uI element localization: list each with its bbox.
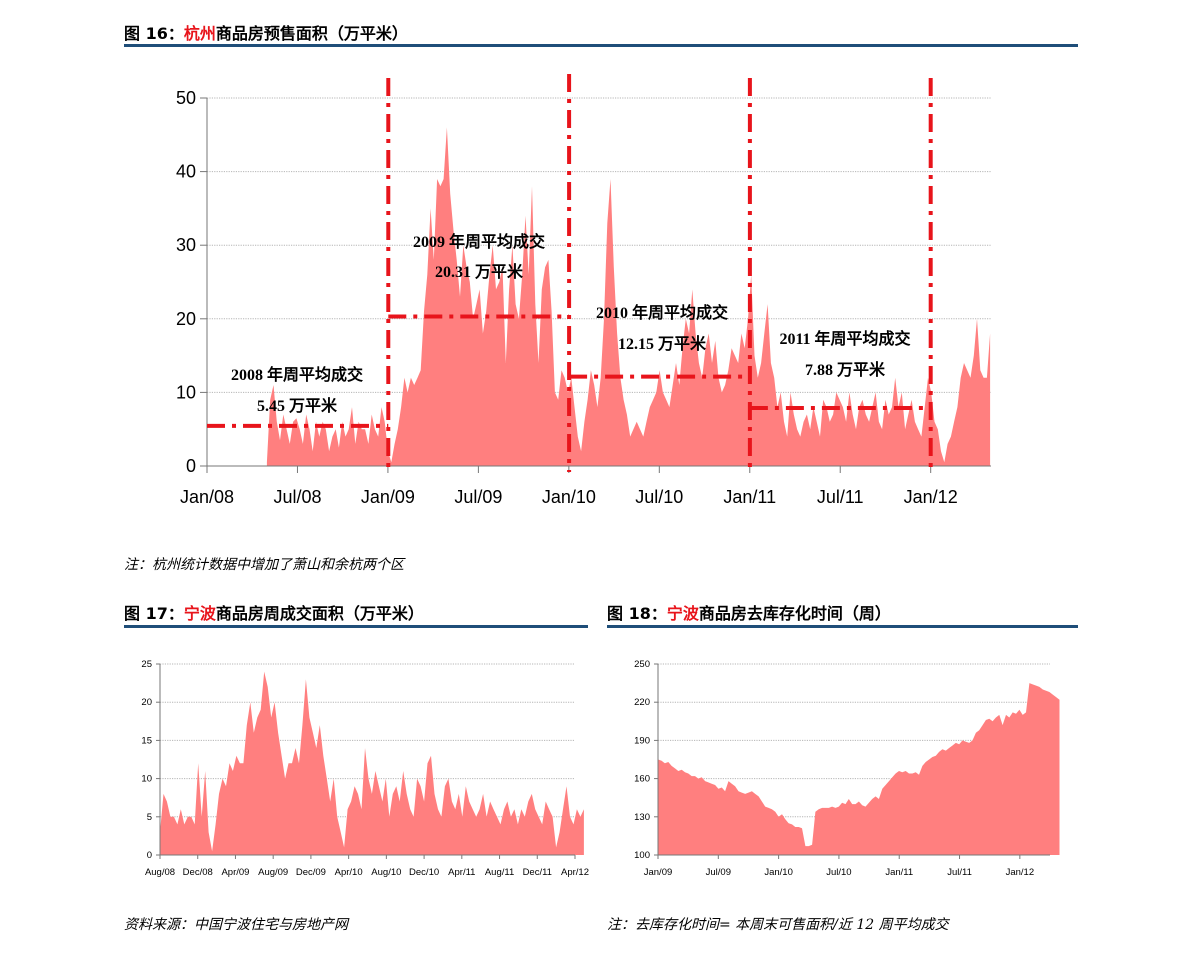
x-tick-label: Jul/09 (706, 867, 731, 878)
fig17-source: 资料来源：中国宁波住宅与房地产网 (124, 917, 348, 933)
y-tick-label: 130 (634, 812, 650, 823)
y-tick-label: 250 (634, 659, 650, 670)
x-tick-label: Apr/12 (561, 867, 589, 878)
x-tick-label: Aug/10 (371, 867, 401, 878)
fig17-title: 图 17：宁波商品房周成交面积（万平米） (124, 600, 424, 624)
y-tick-label: 220 (634, 697, 650, 708)
fig18-title-prefix: 图 18： (607, 604, 667, 623)
fig16-title-suffix: 商品房预售面积（万平米） (215, 24, 408, 43)
x-tick-label: Jan/11 (723, 487, 776, 507)
fig18-title: 图 18：宁波商品房去库存化时间（周） (607, 600, 891, 624)
y-tick-label: 100 (634, 850, 650, 861)
area-series (658, 683, 1060, 855)
y-tick-label: 50 (176, 88, 196, 108)
fig16-title-rule (124, 44, 1078, 47)
period-label-line2: 20.31 万平米 (435, 262, 524, 281)
period-label-line1: 2009 年周平均成交 (413, 232, 545, 251)
x-tick-label: Dec/08 (183, 867, 213, 878)
x-tick-label: Jul/10 (826, 867, 851, 878)
y-tick-label: 25 (141, 659, 152, 670)
x-tick-label: Aug/09 (258, 867, 288, 878)
fig18-title-suffix: 商品房去库存化时间（周） (698, 604, 891, 623)
x-tick-label: Jul/10 (635, 487, 683, 507)
area-series (160, 671, 584, 855)
y-tick-label: 0 (147, 850, 152, 861)
period-label-line1: 2010 年周平均成交 (596, 303, 728, 322)
y-tick-label: 5 (147, 812, 152, 823)
x-tick-label: Jan/10 (764, 867, 793, 878)
fig16-title-prefix: 图 16： (124, 24, 184, 43)
fig17-title-suffix: 商品房周成交面积（万平米） (215, 604, 424, 623)
x-tick-label: Jan/12 (904, 487, 958, 507)
period-label-line2: 7.88 万平米 (805, 360, 886, 379)
fig18-title-rule (607, 625, 1078, 628)
period-label-line1: 2011 年周平均成交 (779, 329, 910, 348)
fig18-note: 注：去库存化时间= 本周末可售面积/近 12 周平均成交 (607, 917, 949, 933)
x-tick-label: Dec/10 (409, 867, 439, 878)
x-tick-label: Jan/09 (644, 867, 673, 878)
hangzhou-presale-chart: 0 10 20 30 40 50 Jan/08 Jul/08 Jan/09 Jul/09 Jan/1… (176, 74, 991, 507)
x-tick-label: Apr/11 (448, 867, 475, 878)
y-tick-label: 10 (141, 774, 152, 785)
fig16-note: 注：杭州统计数据中增加了萧山和余杭两个区 (124, 557, 404, 573)
fig16-title: 图 16：杭州商品房预售面积（万平米） (124, 20, 408, 44)
y-tick-label: 10 (176, 382, 196, 402)
fig17-title-rule (124, 625, 588, 628)
fig16-title-city: 杭州 (183, 24, 216, 43)
period-label-line2: 12.15 万平米 (618, 334, 707, 353)
x-tick-label: Apr/10 (335, 867, 363, 878)
x-tick-label: Jan/11 (885, 867, 913, 878)
y-tick-label: 20 (176, 309, 196, 329)
y-tick-label: 160 (634, 774, 650, 785)
x-tick-label: Dec/09 (296, 867, 326, 878)
x-tick-label: Dec/11 (523, 867, 552, 878)
period-label-line1: 2008 年周平均成交 (231, 365, 363, 384)
x-tick-label: Aug/08 (145, 867, 175, 878)
x-tick-label: Jul/09 (454, 487, 502, 507)
x-tick-label: Jan/12 (1006, 867, 1035, 878)
x-tick-label: Jan/10 (542, 487, 596, 507)
y-tick-label: 190 (634, 735, 650, 746)
period-label-line2: 5.45 万平米 (257, 396, 338, 415)
x-tick-label: Jan/09 (361, 487, 415, 507)
x-tick-label: Aug/11 (485, 867, 514, 878)
x-tick-label: Apr/09 (221, 867, 249, 878)
x-tick-label: Jan/08 (180, 487, 234, 507)
x-tick-label: Jul/11 (817, 487, 864, 507)
y-tick-label: 30 (176, 235, 196, 255)
y-tick-label: 40 (176, 162, 196, 182)
x-tick-label: Jul/11 (947, 867, 972, 878)
x-tick-label: Jul/08 (273, 487, 321, 507)
y-tick-label: 15 (141, 735, 152, 746)
y-tick-label: 20 (141, 697, 152, 708)
fig17-title-city: 宁波 (183, 604, 216, 623)
fig18-title-city: 宁波 (666, 604, 699, 623)
area-series (266, 127, 991, 467)
y-tick-label: 0 (186, 456, 196, 476)
fig17-title-prefix: 图 17： (124, 604, 184, 623)
